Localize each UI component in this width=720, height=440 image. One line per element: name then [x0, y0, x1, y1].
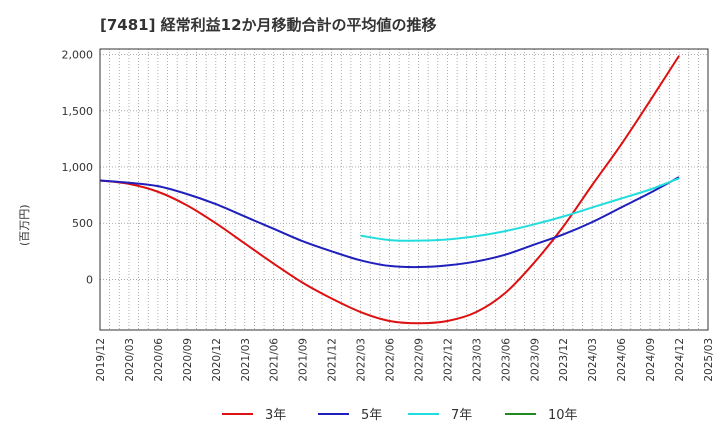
series-line-1 [99, 176, 680, 269]
legend-label-3: 10年 [548, 408, 578, 423]
x-tick-label: 2023/06 [500, 338, 512, 382]
y-tick-label: 1,000 [62, 161, 94, 174]
x-tick-label: 2021/12 [327, 338, 339, 382]
x-tick-label: 2022/03 [356, 338, 368, 382]
x-tick-label: 2020/12 [211, 338, 223, 382]
x-tick-label: 2024/06 [616, 338, 628, 382]
x-tick-label: 2022/12 [442, 338, 454, 382]
x-tick-label: 2024/12 [674, 338, 686, 382]
x-tick-label: 2019/12 [95, 338, 107, 382]
x-tick-label: 2023/03 [471, 338, 483, 382]
series-line-2 [360, 177, 680, 242]
x-tick-label: 2023/12 [558, 338, 570, 382]
x-tick-label: 2021/09 [298, 338, 310, 382]
legend-label-1: 5年 [361, 408, 382, 423]
x-tick-label: 2024/09 [645, 338, 657, 382]
x-tick-label: 2021/03 [240, 338, 252, 382]
plot-frame [99, 48, 709, 331]
y-tick-label: 500 [72, 217, 93, 230]
x-tick-label: 2023/09 [529, 338, 541, 382]
y-tick-label: 2,000 [62, 49, 94, 62]
x-tick-label: 2022/09 [413, 338, 425, 382]
series-line-0 [99, 55, 680, 325]
legend-label-2: 7年 [451, 408, 472, 423]
x-tick-label: 2020/09 [182, 338, 194, 382]
chart-title: [7481] 経常利益12か月移動合計の平均値の推移 [100, 16, 437, 34]
legend: 3年 5年 7年 10年 [222, 408, 578, 423]
x-tick-label: 2024/03 [587, 338, 599, 382]
x-tick-label: 2022/06 [385, 338, 397, 382]
grid-lines [99, 49, 709, 330]
legend-label-0: 3年 [265, 408, 286, 423]
y-tick-label: 1,500 [62, 105, 94, 118]
series-lines [99, 55, 680, 325]
x-tick-label: 2025/03 [703, 338, 715, 382]
y-tick-labels: 0 500 1,000 1,500 2,000 [62, 49, 94, 287]
y-tick-label: 0 [86, 273, 93, 286]
x-tick-label: 2020/06 [153, 338, 165, 382]
x-tick-labels: 2019/12 2020/03 2020/06 2020/09 2020/12 2021/… [95, 338, 715, 382]
x-tick-label: 2021/06 [269, 338, 281, 382]
x-tick-label: 2020/03 [124, 338, 136, 382]
